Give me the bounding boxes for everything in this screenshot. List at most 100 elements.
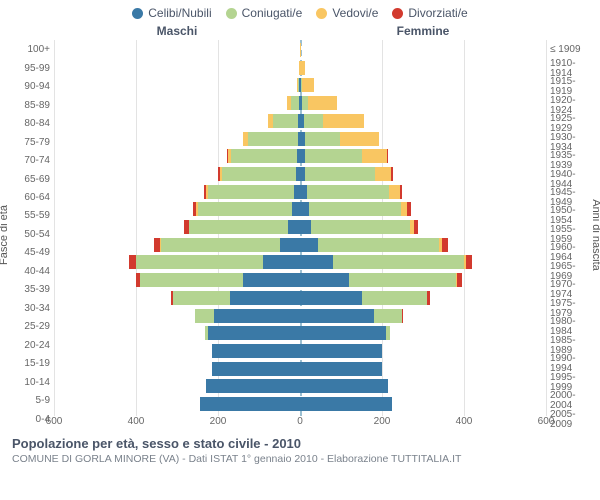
year-label: ≤ 1909 xyxy=(550,42,590,59)
bar-segment xyxy=(273,114,298,128)
age-label: 90-94 xyxy=(10,79,50,96)
legend-swatch xyxy=(132,8,143,19)
bar-segment xyxy=(466,255,473,269)
bar-segment xyxy=(222,167,296,181)
plot-area: Fasce di età Anni di nascita 100+95-9990… xyxy=(10,40,590,430)
label-male: Maschi xyxy=(54,24,300,38)
legend: Celibi/Nubili Coniugati/e Vedovi/e Divorzia… xyxy=(8,6,592,20)
bars-area: 6004002000200400600 xyxy=(54,40,546,430)
pyramid-row xyxy=(54,272,546,288)
bar-segment xyxy=(263,255,300,269)
gender-labels: Maschi Femmine xyxy=(54,24,546,38)
bar-segment xyxy=(333,255,464,269)
bar-segment xyxy=(307,185,389,199)
age-label: 30-34 xyxy=(10,301,50,318)
chart-title: Popolazione per età, sesso e stato civil… xyxy=(12,436,592,451)
yaxis-left: 100+95-9990-9485-8980-8475-7970-7465-696… xyxy=(10,40,54,430)
year-label: 1970-1974 xyxy=(550,282,590,299)
year-label: 1980-1984 xyxy=(550,319,590,336)
bar-segment xyxy=(386,326,390,340)
age-label: 25-29 xyxy=(10,319,50,336)
pyramid-row xyxy=(54,325,546,341)
year-label: 1995-1999 xyxy=(550,374,590,391)
bar-segment xyxy=(414,220,418,234)
bar-segment xyxy=(304,114,322,128)
bar-segment xyxy=(311,220,409,234)
year-label: 1955-1959 xyxy=(550,227,590,244)
bar-segment xyxy=(214,309,300,323)
pyramid-row xyxy=(54,77,546,93)
year-label: 1950-1954 xyxy=(550,208,590,225)
bar-segment xyxy=(280,238,301,252)
bar-segment xyxy=(208,185,294,199)
bar-segment xyxy=(291,96,299,110)
pyramid-row xyxy=(54,60,546,76)
year-label: 1920-1924 xyxy=(550,97,590,114)
bar-segment xyxy=(129,255,136,269)
bar-segment xyxy=(195,309,213,323)
age-label: 15-19 xyxy=(10,356,50,373)
pyramid-row xyxy=(54,361,546,377)
label-female: Femmine xyxy=(300,24,546,38)
age-label: 85-89 xyxy=(10,97,50,114)
bar-segment xyxy=(457,273,462,287)
bar-segment xyxy=(140,273,243,287)
xtick-label: 600 xyxy=(538,416,555,427)
pyramid-row xyxy=(54,237,546,253)
pyramid-row xyxy=(54,219,546,235)
bar-segment xyxy=(198,202,292,216)
bar-segment xyxy=(200,397,300,411)
legend-swatch xyxy=(316,8,327,19)
age-label: 35-39 xyxy=(10,282,50,299)
legend-item: Vedovi/e xyxy=(316,6,378,20)
bar-segment xyxy=(300,273,349,287)
age-label: 80-84 xyxy=(10,116,50,133)
bar-segment xyxy=(400,185,402,199)
pyramid-row xyxy=(54,95,546,111)
bar-segment xyxy=(375,167,391,181)
legend-label: Divorziati/e xyxy=(408,6,467,20)
pyramid-row xyxy=(54,396,546,412)
legend-label: Coniugati/e xyxy=(242,6,303,20)
bar-segment xyxy=(212,344,300,358)
pyramid-row xyxy=(54,184,546,200)
xtick-label: 400 xyxy=(128,416,145,427)
bar-segment xyxy=(300,43,301,57)
pyramid-row xyxy=(54,113,546,129)
pyramid-row xyxy=(54,148,546,164)
xtick-label: 0 xyxy=(297,416,303,427)
bar-segment xyxy=(231,149,297,163)
year-label: 1965-1969 xyxy=(550,264,590,281)
yaxis-left-title: Fasce di età xyxy=(0,205,10,265)
bar-segment xyxy=(206,379,300,393)
bar-segment xyxy=(305,167,375,181)
year-label: 2000-2004 xyxy=(550,393,590,410)
age-label: 95-99 xyxy=(10,60,50,77)
xtick-label: 200 xyxy=(374,416,391,427)
bar-segment xyxy=(230,291,300,305)
bar-segment xyxy=(288,220,300,234)
legend-label: Celibi/Nubili xyxy=(148,6,211,20)
bar-segment xyxy=(300,238,318,252)
bar-segment xyxy=(292,202,300,216)
year-label: 1910-1914 xyxy=(550,60,590,77)
bar-segment xyxy=(248,132,297,146)
year-label: 1915-1919 xyxy=(550,79,590,96)
legend-label: Vedovi/e xyxy=(332,6,378,20)
bar-segment xyxy=(300,344,382,358)
yaxis-right: ≤ 19091910-19141915-19191920-19241925-19… xyxy=(546,40,590,430)
x-axis: 6004002000200400600 xyxy=(54,416,546,430)
bar-segment xyxy=(300,362,382,376)
bar-segment xyxy=(427,291,429,305)
age-label: 10-14 xyxy=(10,374,50,391)
bar-segment xyxy=(309,202,401,216)
legend-item: Divorziati/e xyxy=(392,6,467,20)
bar-segment xyxy=(362,149,387,163)
age-label: 20-24 xyxy=(10,338,50,355)
bar-segment xyxy=(387,149,388,163)
bar-segment xyxy=(302,78,314,92)
year-label: 1935-1939 xyxy=(550,153,590,170)
bar-segment xyxy=(300,326,386,340)
bar-segment xyxy=(300,309,374,323)
bar-segment xyxy=(391,167,393,181)
